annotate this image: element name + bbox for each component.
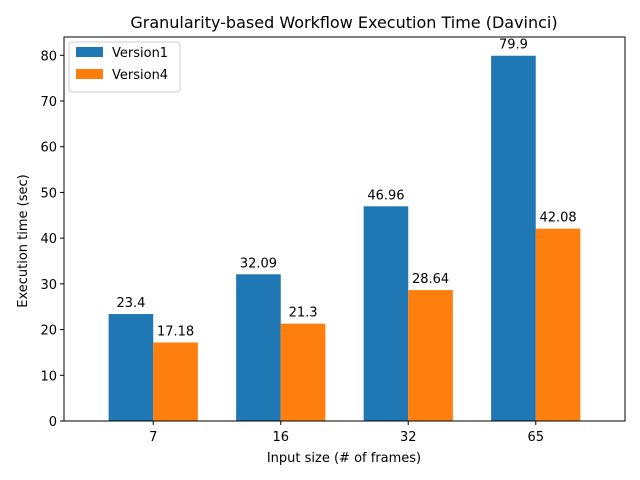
bar-version1 [236, 274, 281, 421]
y-tick-label: 0 [49, 415, 57, 430]
y-axis-ticks: 0 10 20 30 40 50 60 70 80 [40, 49, 64, 430]
plot-area-frame [63, 36, 626, 422]
x-tick-label: 7 [149, 430, 157, 445]
bar-version1 [108, 314, 154, 421]
y-axis-label: Execution time (sec) [16, 174, 31, 308]
y-tick-label: 30 [40, 278, 57, 293]
legend: Version1 Version4 [68, 41, 181, 93]
legend-swatch [76, 47, 103, 57]
bar-value-label: 21.3 [289, 306, 318, 321]
x-tick-label: 32 [400, 430, 417, 445]
legend-label: Version1 [112, 46, 168, 61]
y-tick-label: 20 [40, 324, 57, 339]
bars [108, 55, 581, 421]
bar-version4 [280, 323, 326, 421]
bar-value-label: 42.08 [539, 211, 576, 226]
bar-value-labels: 23.4 32.09 46.96 79.9 17.18 21.3 28.64 42.08 [116, 38, 576, 340]
bar-value-label: 23.4 [116, 296, 145, 311]
y-tick-label: 50 [40, 186, 57, 201]
bar-version1 [491, 55, 536, 421]
bar-value-label: 32.09 [240, 256, 277, 271]
bar-version1 [363, 206, 409, 421]
y-tick-label: 80 [40, 49, 57, 64]
bar-value-label: 17.18 [157, 324, 194, 339]
y-tick-label: 40 [40, 232, 57, 247]
y-tick-label: 10 [40, 369, 57, 384]
legend-swatch [76, 69, 103, 79]
legend-label: Version4 [112, 68, 168, 83]
x-tick-label: 65 [527, 430, 544, 445]
bar-value-label: 46.96 [367, 188, 404, 203]
bar-version4 [408, 290, 453, 421]
x-tick-label: 16 [272, 430, 289, 445]
x-axis-ticks: 7 16 32 65 [149, 421, 544, 445]
bar-version4 [535, 228, 581, 421]
y-tick-label: 60 [40, 141, 57, 156]
bar-value-label: 79.9 [499, 38, 528, 53]
x-axis-label: Input size (# of frames) [267, 451, 421, 466]
chart-title: Granularity-based Workflow Execution Tim… [130, 13, 557, 32]
bar-value-label: 28.64 [412, 272, 449, 287]
y-tick-label: 70 [40, 95, 57, 110]
bar-version4 [153, 342, 198, 421]
